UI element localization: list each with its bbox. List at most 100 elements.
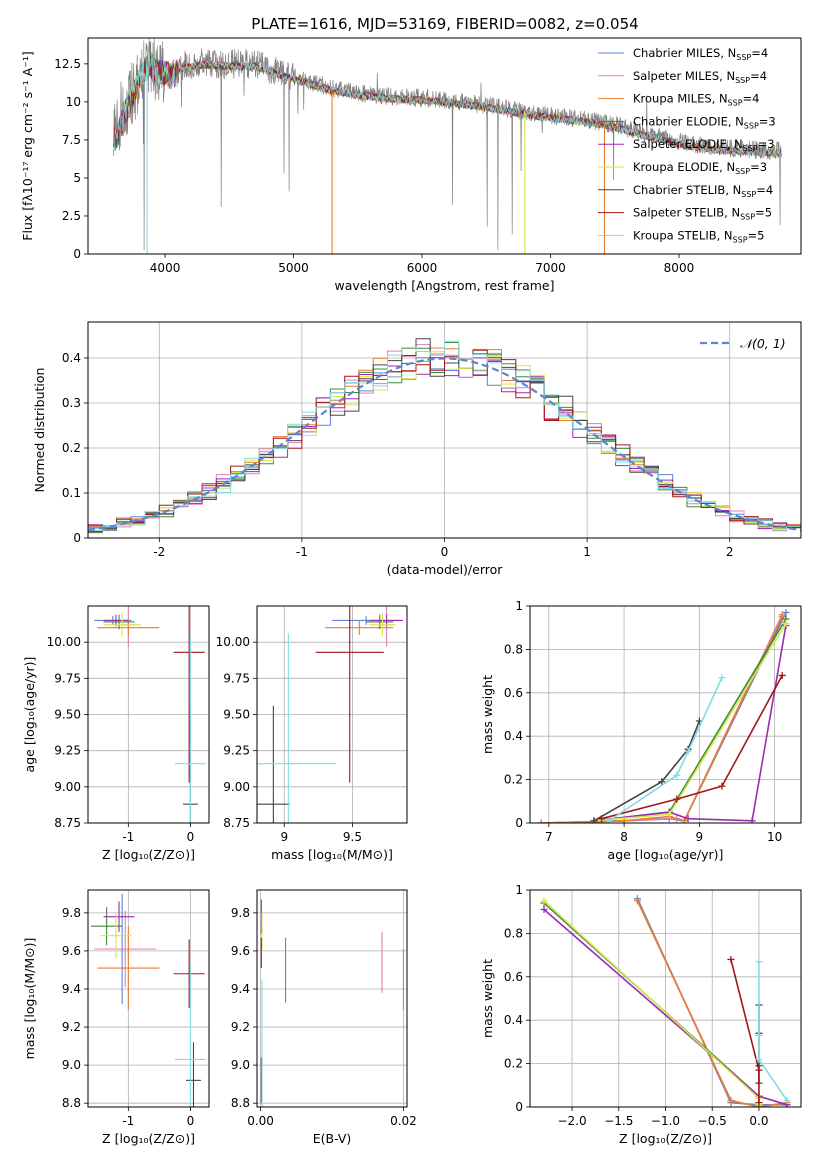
y-tick-label: 9.0 — [62, 1058, 81, 1072]
x-axis-label: age [log₁₀(age/yr)] — [608, 847, 724, 862]
mass-weight-line-kroupa-stelib — [608, 677, 723, 822]
residual-histogram-kroupa-stelib — [88, 340, 801, 531]
x-tick-label: 7 — [545, 830, 553, 844]
errorbar-point-chabrier-elodie — [103, 614, 135, 630]
x-axis-label: E(B-V) — [313, 1131, 352, 1146]
legend-label: Salpeter ELODIE, NSSP=3 — [633, 137, 775, 153]
panel-age-vs-mass: 9 9.5 8.75 9.00 9.25 9.50 9.75 10.00 mass [log₁₀… — [216, 605, 408, 862]
y-tick-label: 0.4 — [504, 729, 523, 743]
errorbar-point-kroupa-stelib — [174, 633, 206, 823]
mass-weight-marker-kroupa-stelib — [605, 817, 613, 823]
mass-weight-line-kroupa-miles — [636, 900, 788, 1107]
panel-mass-vs-ebv: 0.00 0.02 8.8 9.0 9.2 9.4 9.6 9.8 E(B-V) — [231, 889, 417, 1146]
mass-weight-marker-kroupa-stelib — [755, 1055, 763, 1063]
errorbar-point-kroupa-stelib — [174, 964, 206, 1107]
errorbar-point-chabrier-stelib — [257, 705, 290, 823]
legend-entry-kroupa-elodie: Kroupa ELODIE, NSSP=3 — [598, 160, 767, 176]
axes-frame — [87, 37, 802, 255]
x-tick-label: 2 — [726, 545, 734, 559]
legend-label-sub: SSP — [743, 144, 758, 153]
panel-age-vs-z: -1 0 8.75 9.00 9.25 9.50 9.75 10.00 Z [log₁₀(Z/Z… — [22, 605, 210, 862]
normal-distribution-curve — [88, 357, 801, 532]
y-tick-label: 12.5 — [54, 57, 81, 71]
x-tick-label: 0.0 — [749, 1114, 768, 1128]
y-axis-label: Normed distribution — [32, 368, 47, 493]
y-tick-label: 5 — [73, 171, 81, 185]
y-tick-label: 0 — [73, 531, 81, 545]
plot-area-mass-vs-z — [91, 893, 206, 1107]
x-axis-label: Z [log₁₀(Z/Z⊙)] — [102, 1131, 195, 1146]
errorbar-point-chabrier-elodie — [366, 614, 394, 630]
plot-area-age-vs-mass — [257, 606, 403, 823]
x-axis-label: mass [log₁₀(M/M⊙)] — [271, 847, 393, 862]
legend-label-tail: =3 — [750, 160, 767, 174]
legend-label: Chabrier STELIB, NSSP=4 — [633, 183, 773, 199]
y-tick-label: 9.4 — [231, 982, 250, 996]
axes-frame — [87, 889, 210, 1108]
legend-entry-salpeter-stelib: Salpeter STELIB, NSSP=5 — [598, 206, 772, 222]
mass-weight-marker-kroupa-stelib — [755, 1031, 763, 1039]
y-tick-label: 0.8 — [504, 926, 523, 940]
y-tick-label: 0.4 — [504, 1013, 523, 1027]
legend-entry-chabrier-elodie: Chabrier ELODIE, NSSP=3 — [598, 114, 776, 130]
legend-label-tail: =5 — [755, 206, 772, 220]
x-tick-label: −1.0 — [651, 1114, 680, 1128]
x-tick-label: 5000 — [278, 261, 309, 275]
residual-histogram-salpeter-stelib — [88, 349, 801, 532]
errorbar-point-salpeter-stelib — [173, 606, 205, 783]
mass-weight-marker-salpeter-stelib — [727, 955, 735, 963]
y-tick-label: 0 — [515, 816, 523, 830]
y-tick-label: 0.2 — [62, 441, 81, 455]
y-tick-label: 8.75 — [223, 816, 250, 830]
y-tick-label: 0.2 — [504, 773, 523, 787]
x-axis-label: Z [log₁₀(Z/Z⊙)] — [102, 847, 195, 862]
legend-label-main: Chabrier STELIB, N — [633, 183, 741, 197]
x-tick-label: 10 — [767, 830, 782, 844]
legend-label-tail: =4 — [756, 183, 773, 197]
y-tick-label: 10 — [66, 95, 81, 109]
legend-entry-salpeter-elodie: Salpeter ELODIE, NSSP=3 — [598, 137, 775, 153]
plot-area-mass-weight-vs-z — [540, 895, 791, 1107]
mass-weight-marker-kroupa-miles — [778, 613, 786, 621]
x-tick-label: −0.5 — [698, 1114, 727, 1128]
x-tick-label: -2 — [153, 545, 165, 559]
axes-frame — [529, 605, 802, 824]
y-tick-label: 8.8 — [62, 1096, 81, 1110]
errorbar-point-kroupa-elodie — [100, 912, 132, 959]
legend-label: Salpeter MILES, NSSP=4 — [633, 69, 767, 85]
y-tick-label: 9.6 — [62, 944, 81, 958]
legend-label-main: Kroupa MILES, N — [633, 92, 728, 106]
legend-label-main: Kroupa STELIB, N — [633, 228, 733, 242]
y-axis-label: mass weight — [480, 675, 495, 754]
mass-weight-marker-salpeter-stelib — [778, 671, 786, 679]
x-tick-label: 1 — [583, 545, 591, 559]
y-tick-label: 8.8 — [231, 1096, 250, 1110]
errorbar-point-kroupa-elodie — [368, 613, 397, 637]
legend-label-main: Salpeter STELIB, N — [633, 206, 740, 220]
mass-weight-marker-kroupa-stelib — [673, 771, 681, 779]
mass-weight-line-kroupa-stelib — [758, 961, 788, 1101]
y-tick-label: 9.0 — [231, 1058, 250, 1072]
y-tick-label: 0.6 — [504, 686, 523, 700]
legend-label-main: Salpeter ELODIE, N — [633, 137, 743, 151]
plot-area-age-vs-z — [94, 606, 206, 823]
y-tick-label: 9.00 — [54, 780, 81, 794]
mass-weight-line-salpeter-stelib — [601, 675, 783, 820]
x-tick-label: -1 — [122, 830, 134, 844]
y-tick-label: 1 — [515, 599, 523, 613]
legend-label-sub: SSP — [741, 190, 756, 199]
legend-label-sub: SSP — [728, 99, 743, 108]
mass-weight-marker-kroupa-miles — [680, 817, 688, 823]
y-tick-label: 9.50 — [223, 708, 250, 722]
mass-weight-marker-kroupa-stelib — [684, 747, 692, 755]
panel-mass-vs-z: -1 0 8.8 9.0 9.2 9.4 9.6 9.8 Z [log₁₀(Z/Z⊙)] mass… — [22, 889, 210, 1146]
y-axis-label: mass [log₁₀(M/M⊙)] — [22, 938, 37, 1060]
legend-label-main: Chabrier ELODIE, N — [633, 114, 744, 128]
legend-entry-chabrier-stelib: Chabrier STELIB, NSSP=4 — [598, 183, 773, 199]
y-axis-label: mass weight — [480, 959, 495, 1038]
y-tick-label: 9.2 — [231, 1020, 250, 1034]
legend-label: Kroupa ELODIE, NSSP=3 — [633, 160, 767, 176]
y-tick-label: 9.75 — [223, 671, 250, 685]
mass-weight-marker-kroupa-elodie — [665, 810, 673, 818]
